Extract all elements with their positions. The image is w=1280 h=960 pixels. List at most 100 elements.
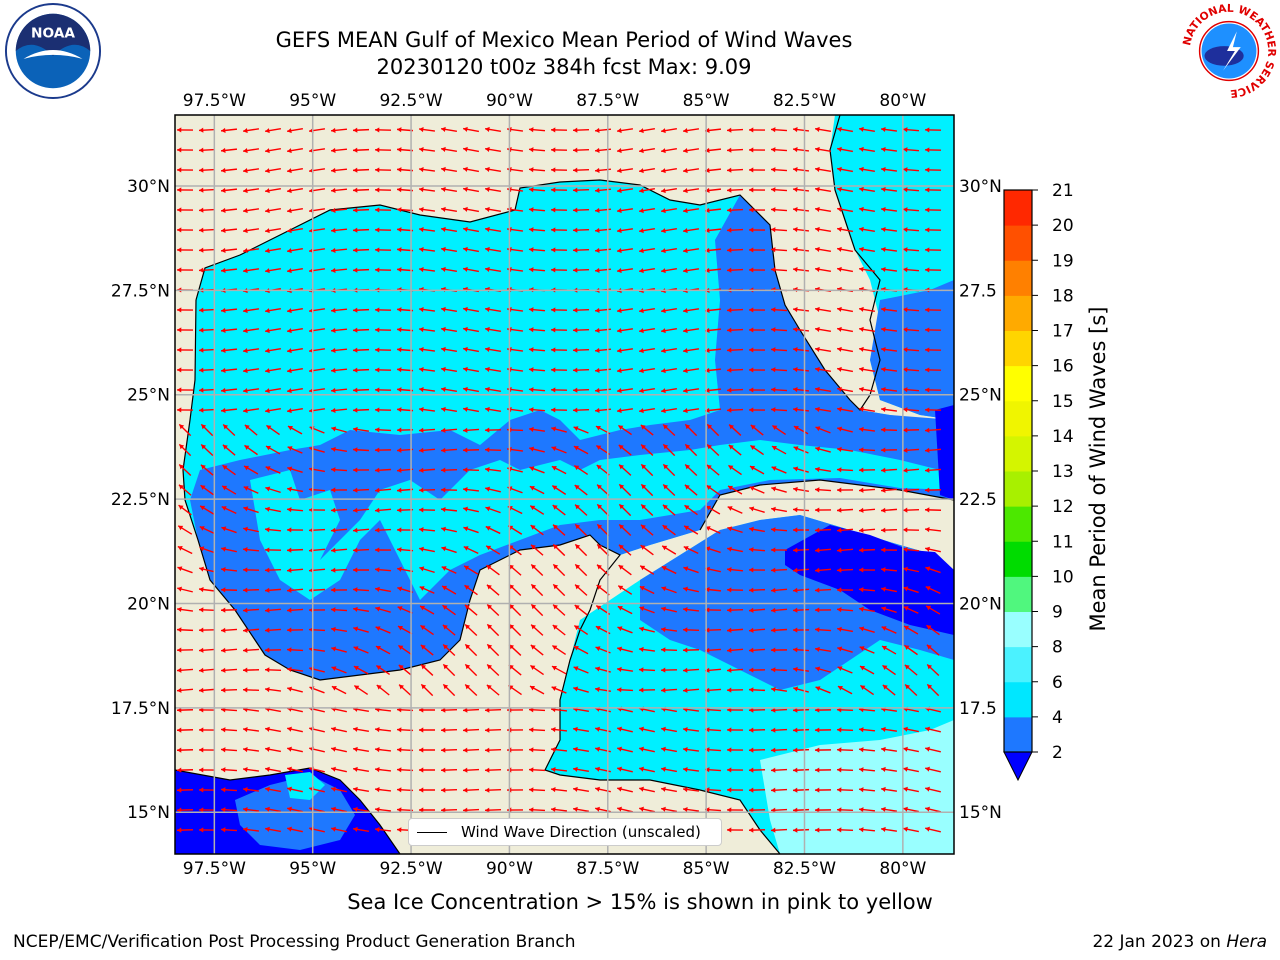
wave-arrow — [286, 167, 304, 174]
wave-arrow — [440, 186, 458, 192]
wave-arrow — [748, 127, 766, 133]
wave-arrow — [616, 666, 634, 673]
wave-arrow — [530, 563, 544, 577]
wave-arrow — [352, 507, 370, 513]
wave-arrow — [727, 506, 743, 514]
wave-arrow — [814, 607, 832, 613]
wave-arrow — [792, 326, 810, 333]
wave-arrow — [814, 587, 832, 593]
colorbar-swatch-9 — [1004, 400, 1032, 437]
wave-arrow — [374, 487, 392, 493]
wave-arrow — [814, 627, 832, 633]
colorbar-tick-7: 12 — [1052, 497, 1074, 517]
wave-arrow — [287, 466, 303, 473]
colorbar-tick-12: 17 — [1052, 322, 1074, 342]
wave-arrow — [529, 485, 545, 495]
wave-arrow — [177, 566, 193, 574]
wave-arrow — [618, 564, 632, 576]
wave-arrow — [596, 484, 610, 496]
wave-arrow — [904, 644, 918, 656]
wave-arrow — [198, 327, 216, 333]
colorbar-tick-5: 10 — [1052, 567, 1074, 587]
wave-arrow — [661, 806, 677, 813]
wave-arrow — [397, 625, 413, 635]
wave-arrow — [440, 366, 458, 372]
legend-line-icon — [417, 831, 447, 833]
footer-credit: NCEP/EMC/Verification Post Processing Pr… — [13, 932, 576, 952]
wave-arrow — [528, 127, 546, 133]
wave-arrow — [264, 307, 282, 314]
colorbar-tick-14: 19 — [1052, 251, 1074, 271]
wave-arrow — [176, 827, 194, 833]
wave-arrow — [639, 626, 655, 633]
wave-arrow — [770, 147, 788, 153]
wave-arrow — [462, 747, 480, 753]
wave-arrow — [704, 147, 722, 153]
wave-arrow — [176, 267, 194, 273]
wave-arrow — [770, 127, 788, 133]
wave-arrow — [440, 386, 458, 392]
wave-arrow — [176, 606, 194, 613]
wave-arrow — [286, 207, 304, 214]
wave-arrow — [573, 645, 589, 655]
wave-arrow — [440, 767, 458, 773]
wave-arrow — [530, 603, 544, 617]
wave-arrow — [264, 327, 282, 334]
wave-arrow — [374, 467, 392, 473]
wave-arrow — [926, 664, 940, 676]
wave-arrow — [792, 346, 810, 353]
wave-arrow — [242, 627, 260, 633]
wave-arrow — [530, 544, 544, 556]
wave-arrow — [529, 505, 545, 515]
wave-arrow — [750, 424, 764, 436]
wave-arrow — [836, 626, 854, 633]
wave-arrow — [748, 267, 766, 273]
wave-arrow — [441, 566, 457, 574]
map-subtitle: 20230120 t00z 384h fcst Max: 9.09 — [376, 55, 752, 79]
wave-arrow — [265, 786, 281, 793]
wave-arrow — [243, 486, 259, 494]
wave-arrow — [704, 767, 722, 773]
wave-arrow — [925, 726, 941, 733]
wave-arrow — [418, 427, 436, 433]
wave-arrow — [397, 586, 413, 593]
wave-arrow — [330, 227, 348, 233]
wave-arrow — [176, 367, 194, 373]
wave-arrow — [462, 126, 480, 133]
wave-arrow — [792, 366, 810, 373]
wave-arrow — [264, 607, 282, 613]
wave-arrow — [572, 367, 590, 373]
wave-arrow — [352, 487, 370, 493]
wave-arrow — [925, 806, 941, 813]
wave-arrow — [462, 166, 480, 173]
wave-arrow — [770, 767, 788, 773]
wave-arrow — [353, 665, 369, 675]
wave-arrow — [264, 387, 282, 394]
wave-arrow — [814, 406, 832, 412]
wave-arrow — [616, 307, 634, 314]
wave-arrow — [682, 647, 700, 653]
wave-arrow — [925, 546, 941, 553]
wave-arrow — [442, 624, 456, 636]
wave-arrow — [178, 504, 192, 516]
wave-arrow — [418, 166, 436, 173]
wave-arrow — [484, 767, 502, 773]
wave-arrow — [528, 767, 546, 773]
wave-arrow — [770, 567, 788, 573]
wave-arrow — [352, 227, 370, 233]
wave-arrow — [550, 387, 568, 393]
axis-ticks: 97.5°W 97.5°W 95°W 95°W 92.5°W 92.5°W 90°W 90°W… — [111, 91, 1002, 879]
wave-arrow — [485, 545, 501, 555]
wave-arrow — [551, 644, 567, 656]
wave-arrow — [792, 166, 810, 173]
wave-arrow — [858, 747, 876, 753]
wave-arrow — [836, 126, 854, 133]
wave-arrow — [484, 306, 502, 312]
wave-arrow — [836, 306, 854, 313]
wave-arrow — [242, 408, 260, 414]
wave-arrow — [353, 646, 369, 654]
wave-arrow — [924, 527, 942, 533]
wave-arrow — [925, 566, 941, 574]
colorbar-tick-9: 14 — [1052, 427, 1074, 447]
colorbar-tick-0: 2 — [1052, 743, 1063, 763]
